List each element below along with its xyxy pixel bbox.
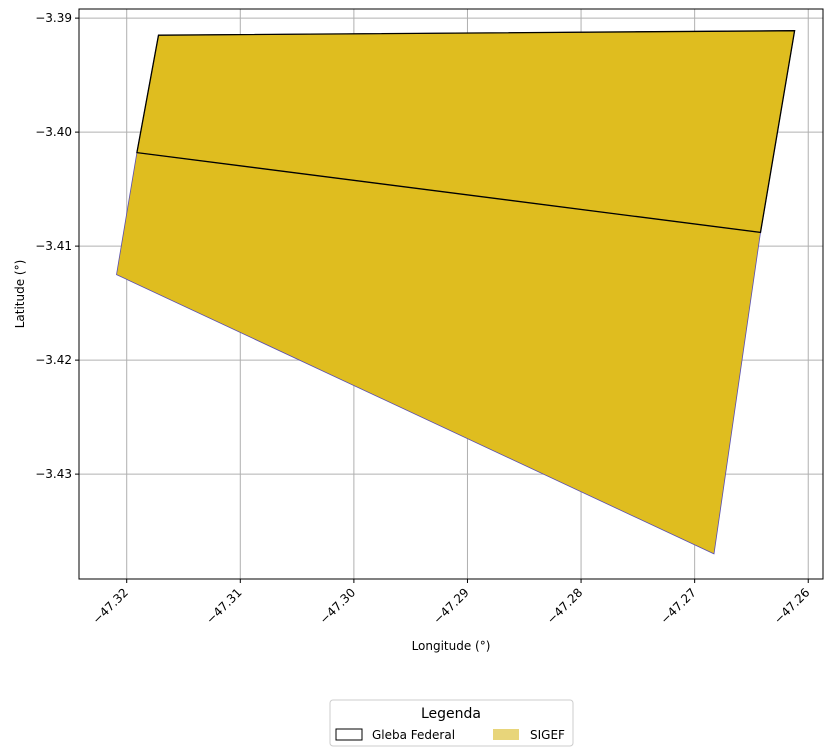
- x-tick-label: −47.29: [431, 585, 472, 626]
- legend-gleba-federal-swatch: [335, 728, 363, 741]
- y-tick-label: −3.41: [35, 239, 72, 253]
- x-tick-label: −47.31: [203, 585, 244, 626]
- x-axis-label: Longitude (°): [412, 639, 491, 653]
- gleba-federal-polygon: [136, 30, 796, 234]
- x-tick-label: −47.30: [317, 585, 358, 626]
- y-axis-label: Latitude (°): [13, 260, 27, 329]
- y-tick-label: −3.39: [35, 11, 72, 25]
- legend-title: Legenda: [421, 706, 481, 722]
- legend-sigef-label: SIGEF: [530, 728, 565, 742]
- y-tick-label: −3.42: [35, 353, 72, 367]
- legend-sigef-swatch: [493, 729, 519, 740]
- y-tick-label: −3.43: [35, 467, 72, 481]
- x-tick-label: −47.26: [771, 585, 812, 626]
- axes-frame: [78, 8, 824, 580]
- y-tick-label: −3.40: [35, 125, 72, 139]
- x-tick-label: −47.27: [658, 585, 699, 626]
- x-tick-label: −47.28: [544, 585, 585, 626]
- polygon-layer: [116, 30, 796, 555]
- legend-gleba-federal-label: Gleba Federal: [372, 728, 455, 742]
- legend: Legenda Gleba Federal SIGEF: [329, 699, 574, 747]
- x-tick-label: −47.32: [90, 585, 131, 626]
